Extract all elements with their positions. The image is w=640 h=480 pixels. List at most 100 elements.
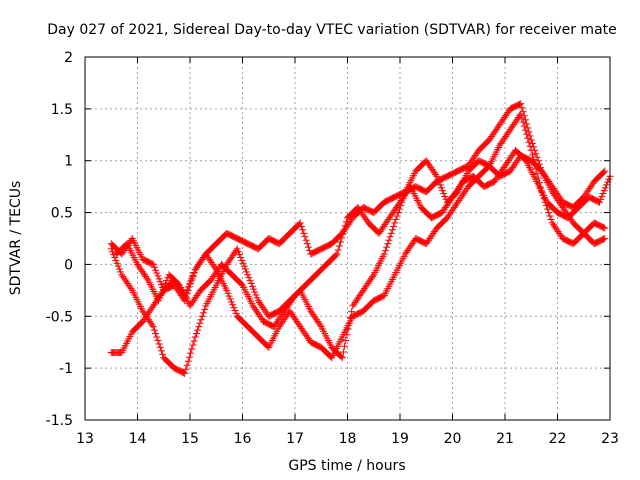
data-point <box>296 219 304 227</box>
data-point <box>185 283 193 291</box>
data-point <box>182 293 190 301</box>
data-point <box>237 254 245 262</box>
data-point <box>387 229 395 237</box>
data-point <box>150 263 158 271</box>
data-point <box>599 190 607 198</box>
data-point <box>110 251 118 259</box>
data-point <box>156 294 164 302</box>
data-point <box>338 354 346 362</box>
data-point <box>155 297 162 305</box>
data-point <box>300 229 308 237</box>
data-point <box>154 336 162 344</box>
data-point <box>230 304 238 312</box>
data-point <box>143 274 151 282</box>
grid <box>85 57 610 420</box>
data-point <box>528 151 536 159</box>
data-point <box>600 235 608 243</box>
x-tick-label: 15 <box>181 431 199 447</box>
x-axis-label: GPS time / hours <box>288 458 405 474</box>
data-point <box>240 262 248 270</box>
data-point <box>245 274 253 282</box>
data-point <box>381 247 389 255</box>
data-point <box>437 184 445 192</box>
data-point <box>301 233 309 241</box>
data-point <box>547 215 555 223</box>
data-point <box>157 347 165 355</box>
y-tick-labels: -1.5 -1 -0.5 0 0.5 1 1.5 2 <box>46 50 73 429</box>
data-point <box>113 259 121 267</box>
data-point <box>187 279 195 287</box>
data-point <box>342 336 350 344</box>
data-point <box>157 281 165 289</box>
x-tick-label: 23 <box>601 431 619 447</box>
data-point <box>224 289 232 297</box>
data-point <box>598 192 606 200</box>
data-point <box>163 277 171 285</box>
data-point <box>194 326 202 334</box>
data-point <box>112 256 120 264</box>
data-point <box>248 282 256 290</box>
series-track-3 <box>107 110 609 362</box>
data-point <box>434 175 442 183</box>
y-tick-label: 0.5 <box>51 206 73 222</box>
data-point <box>243 268 251 276</box>
data-point <box>127 285 135 293</box>
data-point <box>342 218 350 226</box>
chart-title: Day 027 of 2021, Sidereal Day-to-day VTE… <box>47 22 617 38</box>
data-point <box>534 174 542 182</box>
data-point <box>183 361 191 369</box>
data-point <box>546 212 554 220</box>
data-point <box>540 195 548 203</box>
data-point <box>234 248 242 256</box>
axis-ticks <box>84 56 611 421</box>
data-point <box>545 209 553 217</box>
x-tick-label: 14 <box>129 431 147 447</box>
y-tick-label: 0 <box>64 257 73 273</box>
data-point <box>603 181 610 189</box>
data-point <box>152 330 160 338</box>
data-point <box>340 226 348 234</box>
data-point <box>158 288 166 296</box>
data-point <box>251 288 259 296</box>
data-point <box>159 350 167 358</box>
data-point <box>537 183 545 191</box>
data-point <box>152 266 160 274</box>
data-point <box>192 330 200 338</box>
data-point <box>532 150 540 158</box>
data-point <box>297 222 305 230</box>
data-point <box>526 142 534 150</box>
data-point <box>183 290 191 298</box>
data-point <box>597 195 605 203</box>
data-point <box>114 262 122 270</box>
data-point <box>188 276 196 284</box>
data-point <box>156 278 164 286</box>
data-point <box>517 100 525 108</box>
data-point <box>253 294 261 302</box>
data-point <box>238 256 246 264</box>
data-point <box>533 169 541 177</box>
data-point <box>534 157 542 165</box>
data-point <box>338 234 346 242</box>
data-point <box>538 188 546 196</box>
data-point <box>181 369 189 377</box>
data-point <box>600 224 608 232</box>
data-point <box>303 240 311 248</box>
data-point <box>247 279 255 287</box>
data-point <box>535 179 543 187</box>
data-point <box>341 342 349 350</box>
data-point <box>339 230 347 238</box>
data-point <box>596 198 603 206</box>
data-point <box>519 118 527 126</box>
data-point <box>225 292 233 300</box>
data-point <box>517 110 525 118</box>
data-point <box>233 245 241 253</box>
y-tick-label: -0.5 <box>46 309 73 325</box>
data-point <box>226 295 234 303</box>
data-point <box>348 308 356 316</box>
data-point <box>316 321 324 329</box>
data-point <box>439 187 447 195</box>
data-point <box>520 122 528 130</box>
data-point <box>197 316 205 324</box>
data-point <box>185 353 193 361</box>
data-point <box>388 226 396 234</box>
